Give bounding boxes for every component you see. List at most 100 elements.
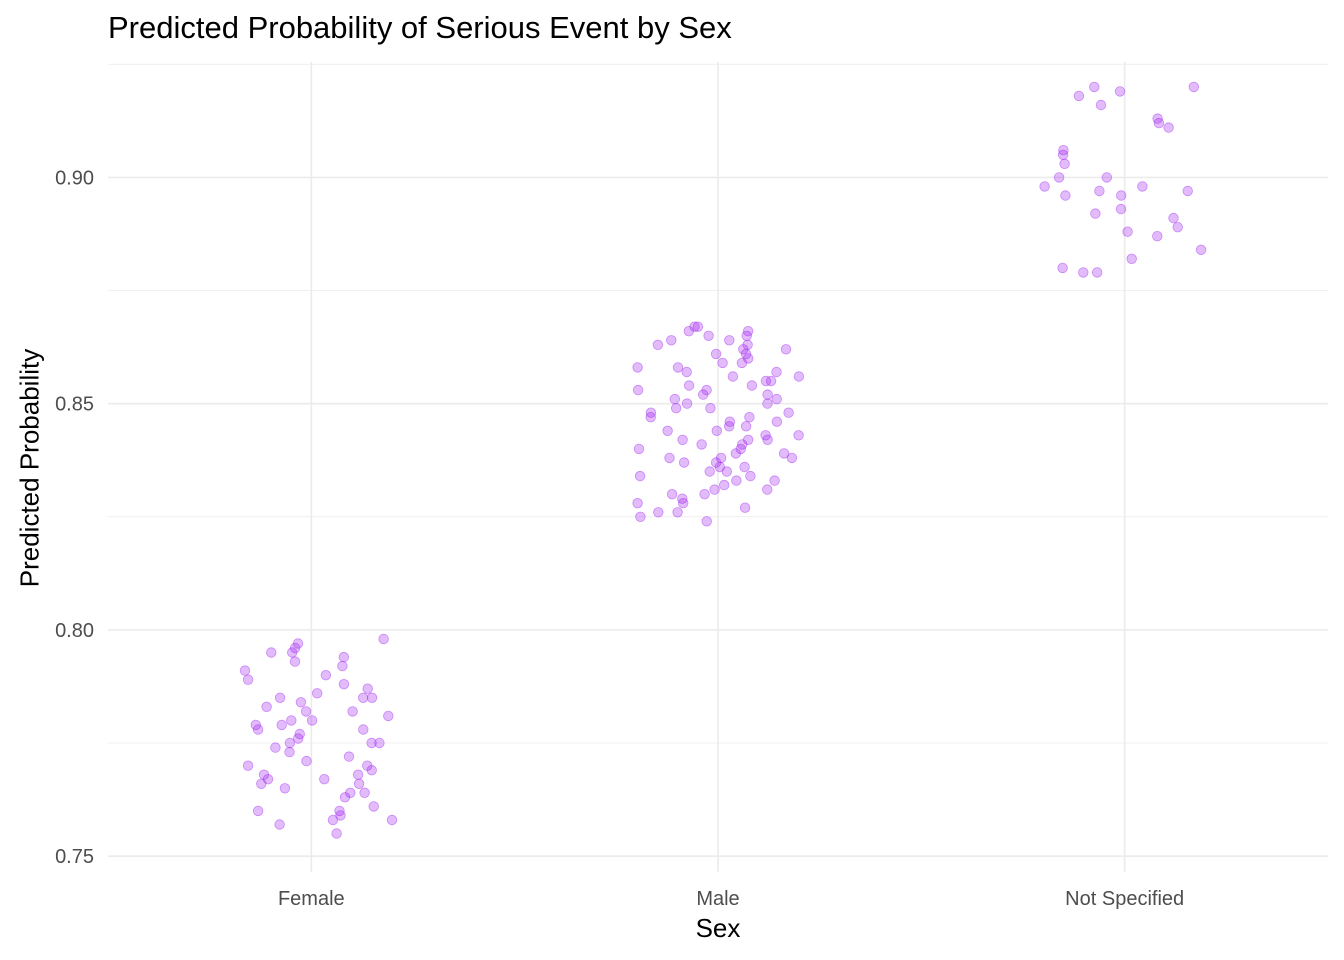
data-point bbox=[1057, 262, 1068, 274]
data-point bbox=[1039, 181, 1050, 192]
data-point bbox=[242, 674, 254, 685]
data-point bbox=[735, 443, 746, 455]
data-point bbox=[362, 683, 373, 694]
data-point bbox=[358, 724, 369, 735]
data-point bbox=[335, 810, 346, 821]
data-point bbox=[724, 335, 735, 346]
data-point bbox=[292, 638, 304, 649]
data-point bbox=[699, 489, 710, 500]
data-point bbox=[1095, 99, 1107, 111]
data-point bbox=[739, 461, 750, 473]
data-point bbox=[284, 737, 296, 749]
data-point bbox=[286, 715, 297, 726]
data-point bbox=[771, 366, 782, 378]
data-point bbox=[347, 706, 358, 717]
data-point bbox=[279, 783, 291, 794]
data-point bbox=[632, 384, 644, 396]
data-point bbox=[1172, 221, 1183, 233]
data-point bbox=[632, 498, 643, 509]
data-point bbox=[362, 760, 373, 771]
data-point bbox=[343, 751, 355, 762]
data-point bbox=[1182, 185, 1193, 197]
data-point bbox=[786, 452, 798, 464]
data-point bbox=[719, 479, 730, 491]
data-point bbox=[645, 412, 656, 423]
data-point bbox=[678, 457, 690, 468]
data-point bbox=[1122, 226, 1133, 237]
data-point bbox=[714, 461, 726, 473]
y-tick-label: 0.90 bbox=[55, 167, 94, 189]
data-point bbox=[681, 366, 692, 378]
data-point bbox=[306, 715, 318, 726]
data-point bbox=[762, 389, 773, 400]
data-point bbox=[635, 511, 646, 523]
y-tick-label: 0.75 bbox=[55, 846, 94, 868]
data-point bbox=[386, 814, 398, 826]
data-point bbox=[250, 719, 262, 731]
data-point bbox=[698, 389, 709, 400]
data-point bbox=[1163, 122, 1174, 133]
data-point bbox=[737, 439, 748, 450]
data-point bbox=[334, 805, 345, 817]
data-point bbox=[739, 502, 751, 513]
data-point bbox=[710, 348, 722, 360]
data-point bbox=[632, 362, 643, 373]
data-point bbox=[1188, 81, 1200, 93]
data-point bbox=[793, 371, 805, 382]
data-point bbox=[1078, 267, 1089, 278]
y-axis-title: Predicted Probability bbox=[14, 348, 45, 588]
data-point bbox=[677, 434, 688, 446]
data-point bbox=[319, 774, 330, 785]
data-point bbox=[338, 679, 350, 690]
data-point bbox=[1091, 267, 1103, 278]
data-point bbox=[760, 375, 772, 387]
data-point bbox=[1057, 149, 1069, 161]
data-point bbox=[289, 642, 301, 654]
data-point bbox=[374, 737, 385, 749]
x-tick-labels: Female Male Not Specified bbox=[278, 888, 1184, 910]
data-point bbox=[284, 746, 295, 758]
data-point bbox=[672, 507, 683, 518]
data-point bbox=[742, 326, 754, 337]
data-point bbox=[736, 357, 748, 369]
data-point bbox=[696, 439, 707, 450]
data-point bbox=[261, 701, 272, 713]
y-tick-labels: 0.75 0.80 0.85 0.90 bbox=[55, 167, 94, 868]
data-point bbox=[274, 819, 285, 830]
data-point bbox=[366, 692, 378, 704]
data-point bbox=[740, 348, 752, 360]
data-point bbox=[294, 728, 305, 740]
data-point bbox=[300, 706, 312, 717]
data-point bbox=[266, 647, 277, 658]
data-point bbox=[745, 470, 756, 482]
x-axis-title: Sex bbox=[695, 913, 741, 943]
data-point bbox=[771, 393, 782, 405]
data-point bbox=[634, 470, 646, 482]
data-point bbox=[320, 670, 332, 681]
chart-title: Predicted Probability of Serious Event b… bbox=[108, 10, 732, 45]
data-point bbox=[1060, 190, 1071, 201]
data-point bbox=[681, 398, 693, 409]
data-point bbox=[242, 760, 254, 771]
data-point bbox=[724, 416, 736, 427]
data-point bbox=[762, 434, 773, 446]
data-point bbox=[705, 403, 716, 414]
data-point bbox=[740, 421, 752, 432]
data-point bbox=[1089, 81, 1100, 93]
data-point bbox=[270, 742, 281, 753]
data-point bbox=[669, 393, 681, 405]
x-tick-label: Male bbox=[696, 888, 739, 910]
data-point bbox=[352, 769, 364, 780]
data-point bbox=[256, 778, 267, 790]
data-points bbox=[239, 81, 1207, 839]
data-point bbox=[746, 380, 758, 391]
data-point bbox=[689, 321, 700, 332]
data-point bbox=[293, 733, 304, 744]
data-point bbox=[262, 774, 274, 785]
data-point bbox=[378, 633, 389, 645]
data-point bbox=[711, 425, 723, 437]
data-point bbox=[652, 339, 664, 351]
data-point bbox=[1195, 244, 1207, 256]
data-point bbox=[683, 326, 695, 337]
data-point bbox=[301, 755, 312, 767]
